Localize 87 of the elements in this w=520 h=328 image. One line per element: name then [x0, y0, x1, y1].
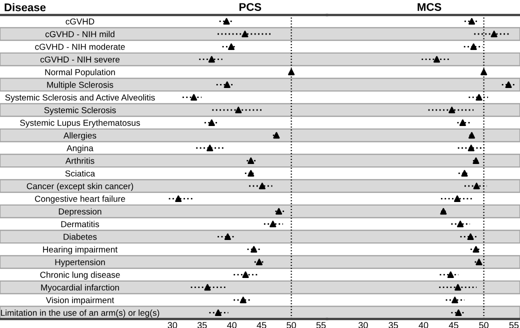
y-tick-label: Depression	[58, 208, 102, 216]
x-tick-label: 50	[479, 322, 488, 328]
point	[256, 258, 263, 266]
chart-title: PCS	[239, 3, 262, 11]
point	[235, 106, 242, 114]
x-tick-label: 40	[227, 322, 237, 328]
point	[214, 309, 222, 316]
point	[276, 208, 282, 215]
y-tick-label: Chronic lung disease	[40, 272, 120, 280]
x-tick-label: 45	[256, 322, 266, 328]
x-tick-label: 35	[197, 322, 207, 328]
point	[224, 81, 230, 88]
y-tick-label: Normal Population	[45, 68, 115, 77]
point	[459, 119, 466, 126]
point	[448, 106, 456, 114]
x-tick-label: 50	[286, 322, 296, 328]
x-tick-label: 55	[509, 322, 519, 328]
point	[190, 94, 198, 101]
y-tick-label: Angina	[66, 144, 94, 153]
x-tick-label: 35	[388, 322, 398, 328]
point	[447, 271, 454, 278]
point	[476, 94, 482, 101]
point	[248, 170, 254, 177]
point	[454, 195, 461, 202]
y-tick-label: Vision impairment	[46, 296, 114, 305]
point	[228, 43, 235, 50]
point	[476, 258, 482, 266]
point	[242, 271, 249, 278]
y-tick-label: Limitation in the use of an arm(s) or leg(s)	[1, 310, 160, 318]
point	[250, 246, 258, 253]
point	[472, 246, 480, 253]
point	[223, 18, 230, 25]
point	[206, 144, 214, 152]
y-tick-label: Hypertension	[55, 258, 105, 267]
point	[240, 296, 246, 304]
point	[470, 43, 477, 50]
point	[505, 81, 512, 88]
point	[208, 56, 215, 63]
point	[456, 220, 464, 228]
point	[468, 18, 476, 25]
point	[248, 157, 254, 164]
point	[480, 68, 488, 76]
point	[455, 309, 462, 316]
point	[468, 132, 476, 139]
y-tick-label: cGVHD - NIH moderate	[35, 44, 125, 50]
point	[452, 296, 458, 304]
y-tick-label: Multiple Sclerosis	[47, 82, 114, 90]
y-tick-label: Systemic Sclerosis and Active Alveolitis	[5, 94, 155, 102]
y-tick-label: cGVHD - NIH severe	[40, 56, 120, 63]
y-axis-title: Disease	[4, 3, 46, 12]
point	[242, 30, 248, 38]
point	[468, 144, 474, 152]
point	[461, 170, 468, 177]
point	[224, 233, 232, 240]
point	[490, 30, 498, 38]
y-tick-label: Arthritis	[65, 158, 94, 164]
x-tick-label: 30	[358, 322, 368, 328]
y-tick-label: cGVHD	[66, 18, 94, 25]
x-tick-label: 40	[418, 322, 428, 328]
y-tick-label: Sciatica	[65, 170, 96, 177]
y-tick-label: Diabetes	[64, 234, 97, 240]
y-tick-label: Allergies	[64, 132, 96, 140]
point	[467, 233, 474, 240]
point	[208, 119, 215, 126]
y-tick-label: Systemic Sclerosis	[44, 106, 116, 115]
point	[473, 182, 480, 190]
y-tick-label: Dermatitis	[61, 220, 100, 228]
y-tick-label: Congestive heart failure	[34, 196, 126, 204]
point	[204, 284, 211, 291]
y-tick-label: cGVHD - NIH mild	[45, 30, 114, 38]
y-tick-label: Cancer (except skin cancer)	[26, 182, 134, 191]
y-tick-label: Systemic Lupus Erythematosus	[20, 120, 140, 128]
point	[472, 157, 480, 164]
x-tick-label: 55	[316, 322, 326, 328]
y-tick-label: Myocardial infarction	[41, 284, 119, 292]
point	[258, 182, 266, 190]
x-tick-label: 30	[168, 322, 178, 328]
point	[175, 195, 182, 202]
x-tick-label: 45	[448, 322, 458, 328]
chart-title: MCS	[418, 3, 442, 11]
point	[288, 68, 295, 76]
point	[440, 208, 447, 215]
point	[270, 220, 276, 228]
point	[454, 284, 462, 291]
y-tick-label: Hearing impairment	[43, 246, 118, 254]
point	[433, 56, 440, 63]
point	[273, 132, 280, 139]
